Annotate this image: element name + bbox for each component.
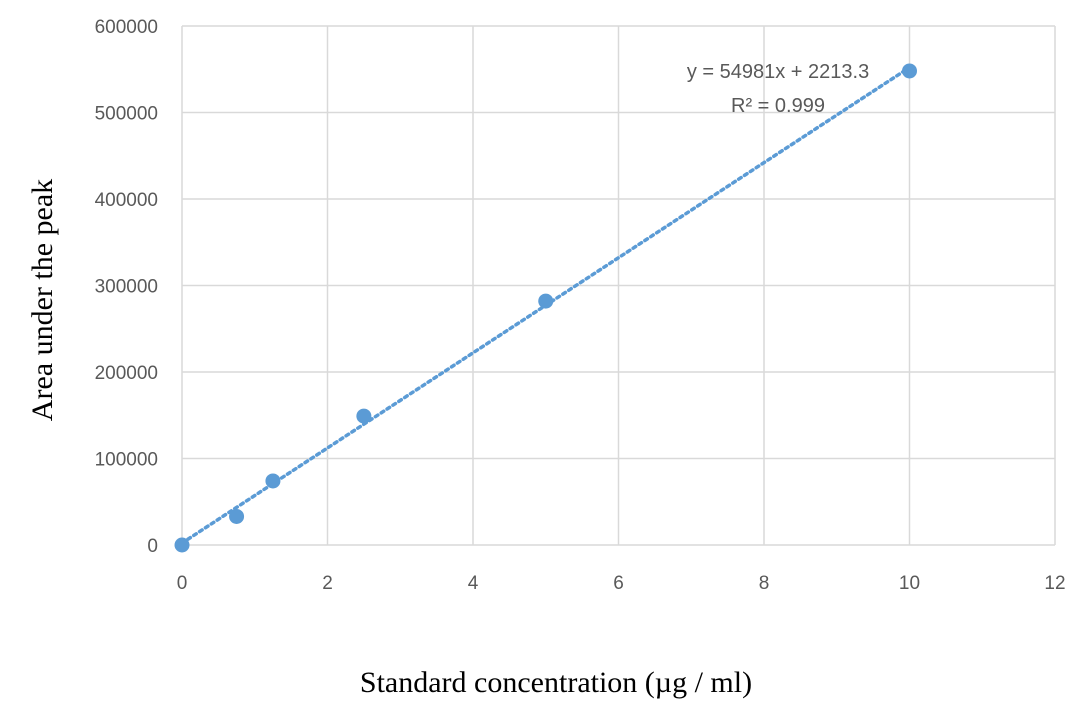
x-tick-label: 10 (899, 573, 920, 594)
x-tick-label: 4 (468, 573, 479, 594)
y-tick-label: 100000 (95, 450, 158, 471)
x-tick-labels: 0 2 4 6 8 10 12 (177, 573, 1066, 594)
data-point (356, 408, 372, 424)
y-tick-label: 200000 (95, 363, 158, 384)
y-axis-title: Area under the peak (26, 179, 59, 421)
x-tick-label: 6 (613, 573, 624, 594)
x-tick-label: 0 (177, 573, 188, 594)
x-tick-label: 2 (322, 573, 333, 594)
x-tick-label: 12 (1044, 573, 1065, 594)
y-tick-label: 300000 (95, 277, 158, 298)
y-tick-label: 400000 (95, 190, 158, 211)
x-axis-title: Standard concentration (µg / ml) (360, 666, 752, 699)
y-tick-label: 0 (147, 536, 158, 557)
r-squared-label: R² = 0.999 (731, 95, 825, 117)
grid (181, 25, 1056, 546)
y-tick-label: 600000 (95, 17, 158, 38)
data-point (265, 473, 281, 489)
data-point (538, 293, 554, 309)
data-point (229, 508, 245, 524)
data-points (174, 63, 917, 553)
y-tick-label: 500000 (95, 104, 158, 125)
y-tick-labels: 0 100000 200000 300000 400000 500000 600000 (95, 17, 158, 557)
trendline-equation: y = 54981x + 2213.3 (687, 61, 869, 83)
data-point (902, 63, 917, 79)
data-point (174, 537, 190, 553)
x-tick-label: 8 (759, 573, 770, 594)
